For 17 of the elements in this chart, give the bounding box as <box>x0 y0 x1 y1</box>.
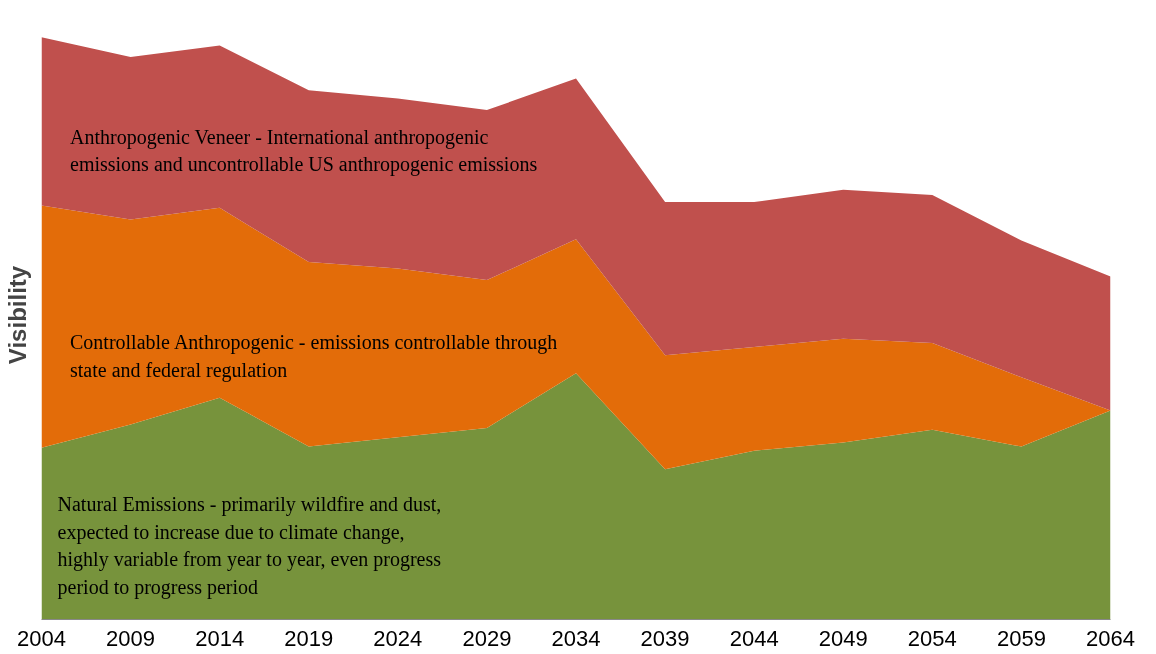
x-tick-label: 2024 <box>373 625 423 651</box>
series-label: Controllable Anthropogenic - emissions controllable through state and federal regulation <box>70 331 558 382</box>
x-tick-label: 2064 <box>1086 625 1135 651</box>
y-axis-title: Visibility <box>3 265 31 365</box>
x-tick-label: 2034 <box>551 625 601 651</box>
x-tick-label: 2019 <box>284 625 334 651</box>
x-tick-label: 2044 <box>729 625 779 651</box>
x-tick-label: 2049 <box>818 625 868 651</box>
x-tick-label: 2059 <box>996 625 1046 651</box>
x-tick-label: 2004 <box>17 625 66 651</box>
x-tick-label: 2054 <box>907 625 957 651</box>
x-tick-label: 2014 <box>195 625 245 651</box>
x-tick-label: 2009 <box>106 625 156 651</box>
series-label: Anthropogenic Veneer - International anthropogenic emissions and uncontrollable US anthropogenic emissions <box>70 125 538 177</box>
x-tick-label: 2039 <box>640 625 690 651</box>
series-label: Natural Emissions - primarily wildfire and dust, expected to increase due to climate change, highly variable from year to year, even progress period to progress period <box>57 493 442 599</box>
x-tick-label: 2029 <box>462 625 512 651</box>
